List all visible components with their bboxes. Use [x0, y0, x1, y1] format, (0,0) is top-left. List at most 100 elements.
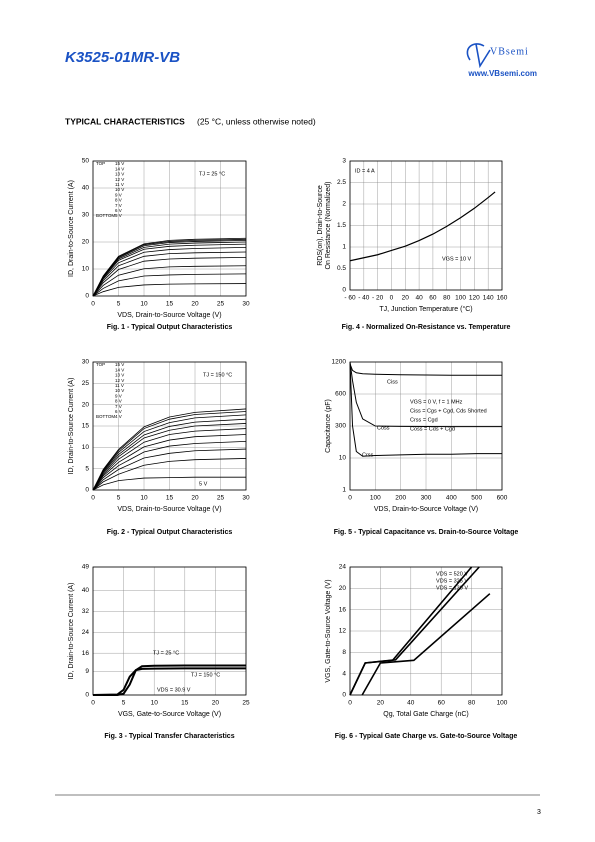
y-tick-label: 0: [342, 692, 346, 699]
y-tick-label: 12: [339, 628, 347, 635]
x-tick-label: 15: [166, 495, 174, 502]
x-axis-label: VGS, Gate-to-Source Voltage (V): [118, 711, 221, 718]
legend-entry: 14 V: [115, 166, 124, 171]
y-tick-label: 3: [342, 158, 346, 165]
doc-title: K3525-01MR-VB: [65, 49, 180, 66]
x-tick-label: 140: [483, 295, 494, 302]
plot-frame: [92, 361, 247, 491]
x-tick-label: 10: [140, 301, 148, 308]
y-tick-label: 20: [339, 585, 347, 592]
y-tick-label: 4: [342, 670, 346, 677]
website: www.VBsemi.com: [467, 69, 537, 78]
x-axis-label: TJ, Junction Temperature (°C): [379, 305, 472, 313]
y-tick-label: 50: [82, 158, 90, 165]
y-tick-label: 24: [82, 629, 90, 636]
annotation: VGS = 0 V, f = 1 MHz: [410, 399, 463, 405]
x-tick-label: 0: [91, 495, 95, 502]
y-tick-label: 25: [82, 380, 90, 387]
y-tick-label: 24: [339, 564, 347, 571]
y-tick-label: 1.5: [337, 222, 346, 229]
annotation: 5 V: [199, 481, 208, 487]
curve: [92, 414, 247, 491]
legend-entry: 12 V: [115, 177, 124, 182]
x-tick-label: 0: [91, 700, 95, 707]
x-tick-label: 160: [497, 295, 508, 302]
annotation: Ciss = Cgs + Cgd, Cds Shorted: [410, 408, 487, 414]
curve-label: VDS = 130 V: [436, 585, 468, 591]
curve: [92, 428, 247, 491]
figure-caption: Fig. 1 - Typical Output Characteristics: [107, 324, 233, 331]
legend-entry: 13 V: [115, 172, 124, 177]
curve-label: Ciss: [387, 379, 398, 385]
x-tick-label: 200: [395, 495, 406, 502]
curve: [92, 273, 247, 297]
y-axis-label: Capacitance (pF): [325, 399, 332, 453]
curve: [92, 256, 247, 297]
y-tick-label: 40: [82, 587, 90, 594]
y-axis-label: RDS(on), Drain-to-Source: [317, 185, 324, 266]
y-tick-label: 20: [82, 239, 90, 246]
curve: [92, 423, 247, 491]
curve: [92, 265, 247, 297]
x-tick-label: 30: [242, 301, 250, 308]
x-tick-label: 120: [469, 295, 480, 302]
x-tick-label: 15: [166, 301, 174, 308]
plot-frame: [349, 361, 503, 491]
y-tick-label: 8: [342, 649, 346, 656]
annotation: VDS = 30.9 V: [157, 687, 191, 693]
logo-mark: [466, 43, 491, 69]
figure-caption: Fig. 4 - Normalized On-Resistance vs. Te…: [342, 324, 511, 331]
y-axis-label: On Resistance (Normalized): [325, 182, 332, 270]
x-tick-label: 60: [429, 295, 437, 302]
logo-text: VBsemi: [490, 46, 529, 57]
curve: [349, 361, 502, 457]
annotation: Coss = Cds + Cgd: [410, 426, 455, 432]
section-title: TYPICAL CHARACTERISTICS: [65, 116, 185, 126]
legend-entry: 4 V: [115, 414, 122, 419]
x-tick-label: 25: [217, 301, 225, 308]
curve: [349, 361, 502, 428]
curve: [92, 448, 247, 491]
x-axis-label: VDS, Drain-to-Source Voltage (V): [117, 506, 221, 513]
x-tick-label: 15: [181, 700, 189, 707]
x-tick-label: 500: [471, 495, 482, 502]
curve: [92, 418, 247, 491]
x-tick-label: 10: [140, 495, 148, 502]
x-tick-label: - 60: [344, 295, 356, 302]
curve: [92, 241, 247, 297]
x-tick-label: 5: [117, 301, 121, 308]
annotation: VGS = 10 V: [442, 256, 472, 262]
y-axis-label: ID, Drain-to-Source Current (A): [68, 583, 75, 680]
x-tick-label: 0: [348, 700, 352, 707]
legend-entry: 7 V: [115, 203, 122, 208]
annotation: TJ = 150 °C: [203, 372, 232, 378]
y-tick-label: 1: [342, 487, 346, 494]
y-tick-label: 10: [82, 444, 90, 451]
curve: [92, 411, 247, 491]
page-number: 3: [537, 809, 541, 816]
curve: [92, 667, 246, 696]
x-tick-label: 20: [191, 301, 199, 308]
legend-entry: 14 V: [115, 367, 124, 372]
legend-entry: 7 V: [115, 404, 122, 409]
y-tick-label: 300: [335, 423, 346, 430]
x-tick-label: 60: [438, 700, 446, 707]
x-tick-label: 25: [217, 495, 225, 502]
curve: [92, 247, 247, 297]
x-tick-label: 5: [117, 495, 121, 502]
x-tick-label: 30: [242, 495, 250, 502]
y-tick-label: 0: [342, 287, 346, 294]
y-tick-label: 0: [85, 692, 89, 699]
y-tick-label: 1: [342, 244, 346, 251]
legend-entry: 10 V: [115, 388, 124, 393]
x-tick-label: 20: [377, 700, 385, 707]
y-tick-label: 16: [82, 650, 90, 657]
x-tick-label: 0: [348, 495, 352, 502]
y-axis-label: VGS, Gate-to-Source Voltage (V): [325, 579, 332, 682]
curve-label: TJ = 25 °C: [153, 650, 179, 656]
x-tick-label: 100: [370, 495, 381, 502]
y-tick-label: 2.5: [337, 179, 346, 186]
y-tick-label: 10: [82, 266, 90, 273]
figure-caption: Fig. 5 - Typical Capacitance vs. Drain-t…: [334, 529, 519, 536]
legend-entry: 10 V: [115, 187, 124, 192]
